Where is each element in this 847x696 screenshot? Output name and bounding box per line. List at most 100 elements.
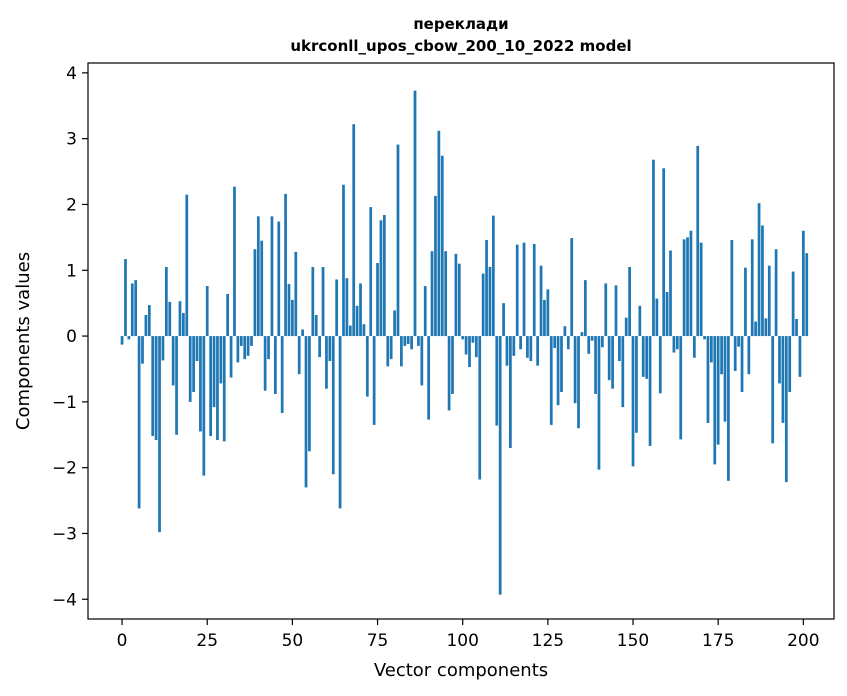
bar-112 [502, 303, 505, 337]
bar-138 [590, 336, 594, 341]
bar-20 [188, 336, 192, 402]
bar-68 [352, 124, 356, 337]
bar-161 [669, 250, 672, 337]
bar-25 [205, 286, 209, 337]
bar-186 [754, 321, 758, 337]
bar-145 [614, 285, 618, 337]
bar-96 [447, 336, 451, 411]
bar-95 [444, 251, 448, 337]
bar-0 [120, 336, 124, 345]
bar-2 [127, 336, 131, 340]
bar-163 [675, 336, 679, 350]
bar-87 [417, 336, 420, 346]
bar-51 [294, 251, 298, 337]
bar-19 [185, 194, 189, 337]
bar-117 [519, 336, 522, 350]
bar-121 [532, 243, 536, 337]
bar-155 [648, 336, 652, 446]
bar-125 [546, 289, 550, 337]
bar-143 [607, 336, 611, 381]
bar-7 [144, 315, 148, 337]
bar-139 [594, 336, 597, 394]
bar-174 [713, 336, 717, 465]
bar-158 [658, 336, 662, 394]
bar-66 [345, 278, 349, 337]
y-tick-label-5: 1 [66, 261, 77, 281]
bar-120 [529, 336, 533, 362]
y-axis-label: Components values [13, 252, 34, 430]
bar-99 [457, 263, 461, 337]
bar-166 [686, 237, 689, 337]
bar-34 [236, 336, 240, 363]
bar-91 [430, 251, 434, 337]
bar-193 [778, 336, 781, 384]
bar-191 [771, 336, 775, 444]
bar-9 [151, 336, 155, 437]
bar-97 [451, 336, 454, 394]
bar-171 [703, 336, 706, 340]
x-axis-ticks: 0 25 50 75 100 125 150 175 200 [117, 619, 820, 651]
bar-10 [154, 336, 158, 441]
bar-181 [737, 336, 740, 347]
bar-35 [239, 336, 243, 346]
bar-65 [342, 184, 345, 337]
bar-107 [485, 240, 488, 337]
bar-148 [624, 317, 628, 337]
bar-151 [635, 336, 638, 433]
y-tick-label-3: −1 [52, 393, 77, 413]
y-tick-label-7: 3 [66, 130, 77, 150]
bar-71 [362, 324, 366, 337]
bar-85 [410, 336, 413, 350]
bar-124 [543, 299, 546, 337]
bar-5 [137, 336, 141, 509]
bar-165 [682, 239, 686, 337]
bar-86 [413, 90, 417, 337]
bar-41 [260, 240, 264, 337]
x-tick-label-1: 25 [196, 631, 218, 651]
bar-132 [570, 238, 574, 337]
bar-83 [403, 336, 407, 346]
bar-90 [427, 336, 431, 420]
x-tick-label-3: 75 [367, 631, 389, 651]
bar-156 [652, 159, 655, 337]
bar-46 [277, 221, 281, 337]
bar-39 [253, 249, 257, 337]
bar-8 [147, 305, 151, 337]
bar-147 [621, 336, 625, 408]
bar-127 [553, 336, 557, 348]
chart-title-line-2: ukrconll_upos_cbow_200_10_2022 model [290, 37, 631, 55]
y-tick-label-1: −3 [52, 524, 77, 544]
bar-60 [325, 336, 328, 389]
bar-72 [365, 336, 369, 397]
bar-168 [692, 336, 696, 358]
y-tick-label-0: −4 [52, 590, 77, 610]
bar-167 [689, 230, 693, 337]
bar-52 [297, 336, 301, 375]
bar-109 [492, 215, 495, 337]
bar-18 [182, 313, 185, 337]
bar-38 [250, 336, 253, 346]
bar-180 [733, 336, 737, 371]
bar-series [120, 90, 809, 595]
bar-154 [645, 336, 649, 379]
bar-48 [284, 193, 287, 337]
bar-106 [481, 273, 485, 337]
bar-146 [618, 336, 621, 362]
bar-29 [219, 336, 223, 384]
bar-169 [696, 145, 700, 337]
bar-37 [246, 336, 250, 356]
bar-24 [202, 336, 206, 476]
bar-128 [556, 336, 560, 406]
y-tick-label-4: 0 [66, 327, 77, 347]
bar-77 [382, 215, 386, 337]
bar-194 [781, 336, 785, 423]
bar-70 [359, 283, 362, 337]
bar-172 [706, 336, 710, 423]
bar-114 [509, 336, 512, 448]
bar-126 [549, 336, 553, 425]
x-tick-label-5: 125 [532, 631, 564, 651]
bar-92 [434, 195, 437, 337]
bar-55 [308, 336, 311, 452]
